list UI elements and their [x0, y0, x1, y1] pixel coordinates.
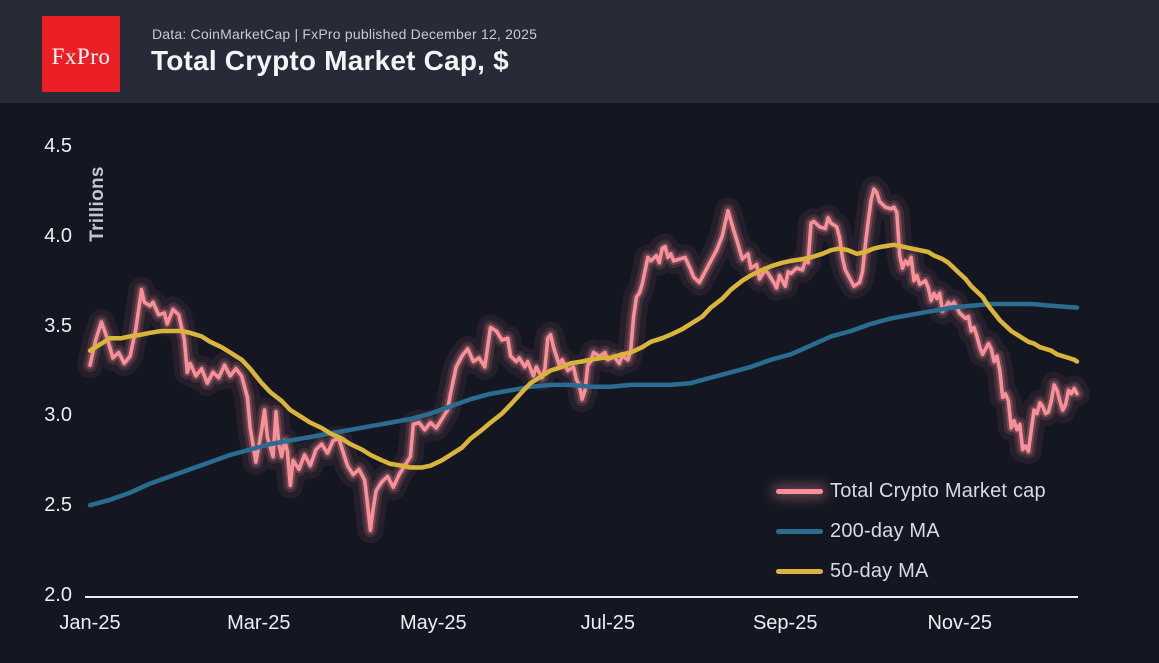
- x-tick-label: May-25: [399, 612, 467, 634]
- x-tick-label: Nov-25: [927, 612, 992, 634]
- y-tick-label: 2.0: [44, 584, 72, 606]
- fxpro-logo: FxPro: [42, 16, 120, 92]
- y-axis-title-text: Trillions: [87, 166, 109, 242]
- y-tick-label: 4.0: [44, 224, 72, 247]
- header: FxPro Data: CoinMarketCap | FxPro publis…: [0, 0, 1159, 103]
- page-title: Total Crypto Market Cap, $: [151, 45, 509, 76]
- legend-swatch-50-day-ma: [776, 568, 823, 574]
- legend-label-50-day-ma: 50-day MA: [830, 559, 929, 582]
- legend-label-total-market-cap: Total Crypto Market cap: [830, 479, 1046, 502]
- legend-swatch-total-market-cap: [776, 488, 823, 494]
- chart-source-caption: Data: CoinMarketCap | FxPro published De…: [152, 26, 538, 42]
- x-tick-label: Jul-25: [580, 612, 636, 634]
- legend: Total Crypto Market cap 200-day MA 50-da…: [776, 471, 1046, 591]
- x-tick-label: Jan-25: [59, 612, 121, 634]
- x-tick-label: Sep-25: [752, 612, 818, 634]
- y-tick-label: 3.0: [44, 404, 72, 427]
- series-200-day-ma-line: [87, 301, 1080, 508]
- legend-label-200-day-ma: 200-day MA: [830, 519, 940, 542]
- series-50-day-ma-line: [87, 242, 1080, 470]
- legend-item-total-market-cap: Total Crypto Market cap: [776, 471, 1046, 511]
- legend-item-200-day-ma: 200-day MA: [776, 511, 1046, 551]
- y-tick-label: 3.5: [44, 314, 72, 337]
- legend-swatch-200-day-ma: [776, 528, 823, 534]
- fxpro-logo-text: FxPro: [51, 44, 111, 69]
- y-tick-label: 2.5: [44, 494, 72, 517]
- x-tick-label: Mar-25: [227, 612, 291, 634]
- legend-item-50-day-ma: 50-day MA: [776, 551, 1046, 591]
- y-tick-label: 4.5: [44, 135, 72, 157]
